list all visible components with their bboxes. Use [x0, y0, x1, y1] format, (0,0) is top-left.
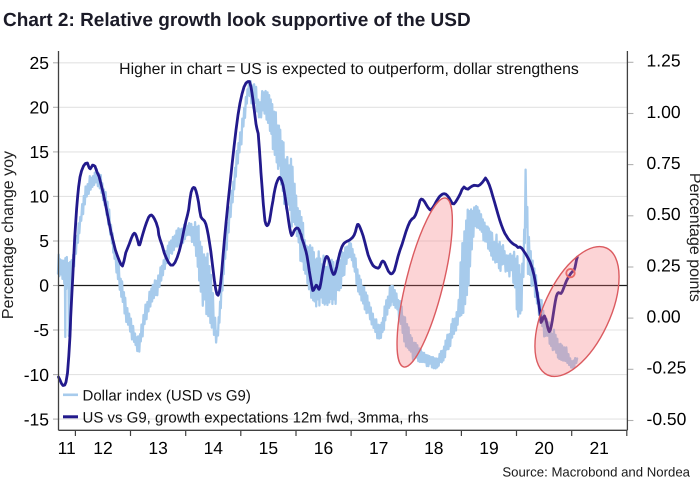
svg-text:1.00: 1.00 [647, 102, 681, 122]
svg-text:1.25: 1.25 [647, 51, 681, 71]
svg-text:Dollar index (USD vs G9): Dollar index (USD vs G9) [83, 388, 251, 405]
svg-text:5: 5 [39, 231, 49, 251]
svg-text:25: 25 [30, 53, 49, 73]
svg-text:0.25: 0.25 [647, 255, 681, 275]
svg-text:Higher in chart = US is expect: Higher in chart = US is expected to outp… [119, 61, 579, 78]
svg-text:-5: -5 [33, 320, 49, 340]
svg-text:20: 20 [30, 98, 50, 118]
svg-text:15: 15 [259, 438, 278, 458]
svg-text:0: 0 [39, 276, 49, 296]
svg-text:US vs G9, growth expectations: US vs G9, growth expectations 12m fwd, 3… [83, 410, 429, 427]
svg-text:11: 11 [58, 438, 76, 458]
svg-text:19: 19 [479, 438, 498, 458]
svg-text:14: 14 [204, 438, 224, 458]
svg-text:Source: Macrobond and Nordea: Source: Macrobond and Nordea [502, 465, 690, 480]
svg-text:-0.50: -0.50 [647, 409, 687, 429]
svg-text:15: 15 [30, 142, 49, 162]
svg-text:Chart 2: Relative growth look: Chart 2: Relative growth look supportive… [3, 10, 471, 31]
svg-text:10: 10 [30, 187, 50, 207]
svg-text:17: 17 [369, 438, 388, 458]
svg-text:16: 16 [314, 438, 333, 458]
svg-text:Percentage change yoy: Percentage change yoy [0, 151, 17, 319]
svg-text:-15: -15 [24, 409, 49, 429]
svg-text:20: 20 [534, 438, 554, 458]
svg-text:-0.25: -0.25 [647, 358, 687, 378]
svg-text:18: 18 [424, 438, 443, 458]
svg-text:0.50: 0.50 [647, 204, 681, 224]
svg-text:Percentage points: Percentage points [686, 173, 700, 302]
svg-text:0.75: 0.75 [647, 153, 681, 173]
svg-text:12: 12 [93, 438, 112, 458]
svg-text:-10: -10 [24, 365, 50, 385]
svg-text:21: 21 [589, 438, 608, 458]
svg-text:13: 13 [148, 438, 167, 458]
svg-text:0.00: 0.00 [647, 307, 681, 327]
